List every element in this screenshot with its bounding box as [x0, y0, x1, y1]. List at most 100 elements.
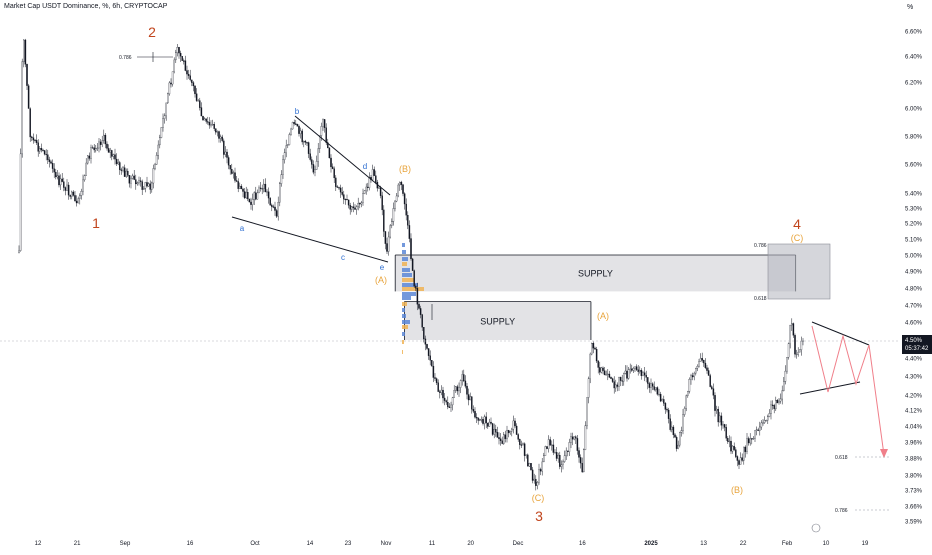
candle-body — [750, 439, 751, 443]
candle-body — [186, 71, 187, 75]
candle-body — [97, 148, 98, 149]
candle-body — [54, 169, 55, 173]
candle-body — [378, 188, 379, 189]
candle-body — [41, 148, 42, 150]
candle-body — [454, 390, 455, 398]
candle-body — [84, 176, 85, 180]
candle-body — [602, 368, 603, 371]
candle-body — [22, 62, 23, 154]
candle-body — [169, 83, 170, 94]
candle-body — [554, 452, 555, 453]
candle-body — [625, 371, 626, 373]
wave-abc-label: (B) — [399, 164, 411, 174]
candle-body — [223, 141, 224, 155]
candle-body — [338, 187, 339, 188]
candle-body — [522, 444, 523, 445]
candle-body — [193, 83, 194, 86]
candle-body — [534, 479, 535, 480]
projection-path — [812, 326, 884, 455]
y-tick-label: 4.12% — [905, 409, 923, 415]
candle-body — [348, 200, 349, 205]
candle-body — [257, 193, 258, 199]
candle-body — [353, 207, 354, 208]
candle-body — [356, 207, 357, 210]
candle-body — [666, 409, 667, 410]
candle-body — [492, 424, 493, 435]
candle-body — [618, 377, 619, 387]
candle-body — [622, 381, 623, 382]
supply-zone-label: SUPPLY — [480, 316, 515, 326]
candle-body — [642, 373, 643, 376]
candle-body — [65, 188, 66, 191]
candle-body — [114, 155, 115, 160]
candle-body — [87, 156, 88, 163]
candle-body — [132, 176, 133, 179]
candle-body — [718, 409, 719, 422]
candle-body — [577, 438, 578, 450]
candle-body — [575, 437, 576, 439]
candle-body — [414, 271, 415, 287]
candle-body — [634, 367, 635, 369]
candle-body — [566, 451, 567, 456]
candle-body — [410, 239, 411, 259]
candle-body — [508, 430, 509, 433]
candle-body — [698, 362, 699, 367]
fib-label: 0.786 — [119, 55, 132, 61]
candle-body — [798, 352, 799, 354]
candle-body — [526, 455, 527, 456]
candle-body — [471, 397, 472, 409]
candle-body — [316, 161, 317, 169]
candle-body — [514, 421, 515, 426]
candle-body — [593, 343, 594, 348]
candle-body — [586, 398, 587, 426]
fib-retracement-box — [768, 244, 830, 299]
candle-body — [766, 420, 767, 421]
candle-body — [535, 479, 536, 486]
candle-body — [18, 251, 19, 253]
candle-body — [455, 387, 456, 391]
candle-body — [754, 430, 755, 438]
volume-profile-bar — [402, 278, 414, 282]
volume-profile-bar — [402, 320, 410, 324]
candle-body — [242, 189, 243, 192]
volume-profile-bar — [402, 257, 408, 261]
wave-major-label: 1 — [92, 215, 100, 231]
candle-body — [399, 182, 400, 185]
candle-body — [252, 199, 253, 204]
candle-body — [198, 101, 199, 102]
candle-body — [495, 429, 496, 432]
candle-body — [706, 368, 707, 371]
candle-body — [449, 407, 450, 408]
candle-body — [294, 122, 295, 124]
candle-body — [609, 374, 610, 377]
candle-body — [68, 185, 69, 195]
candle-body — [572, 437, 573, 440]
candle-body — [415, 286, 416, 288]
candle-body — [292, 122, 293, 129]
x-tick-label: 23 — [345, 541, 352, 547]
candle-body — [50, 162, 51, 164]
candle-body — [116, 159, 117, 164]
candle-body — [684, 408, 685, 414]
candle-body — [321, 126, 322, 135]
candle-body — [156, 155, 157, 164]
volume-profile-bar — [402, 350, 403, 354]
candle-body — [86, 163, 87, 176]
candle-body — [308, 143, 309, 154]
candle-body — [690, 376, 691, 380]
candle-body — [350, 205, 351, 209]
candle-body — [655, 388, 656, 390]
candle-body — [150, 184, 151, 190]
candle-body — [673, 427, 674, 435]
candle-body — [134, 176, 135, 180]
candle-body — [78, 199, 79, 203]
candle-body — [441, 390, 442, 393]
candle-body — [52, 163, 53, 168]
x-tick-label: Sep — [120, 541, 131, 547]
candle-body — [178, 47, 179, 53]
candle-body — [289, 135, 290, 145]
volume-profile-bar — [402, 340, 404, 344]
candle-body — [127, 171, 128, 175]
